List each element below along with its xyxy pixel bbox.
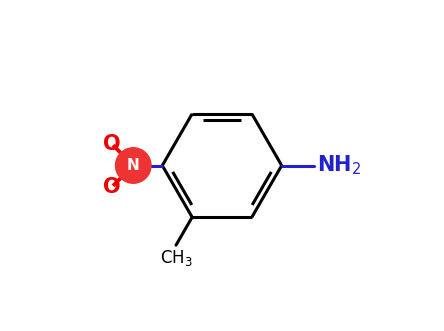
Text: N: N (127, 158, 140, 173)
Text: CH$_3$: CH$_3$ (160, 248, 192, 268)
Text: NH$_2$: NH$_2$ (317, 154, 361, 177)
Text: O: O (103, 134, 120, 154)
Circle shape (115, 148, 151, 183)
Text: O: O (103, 177, 120, 197)
